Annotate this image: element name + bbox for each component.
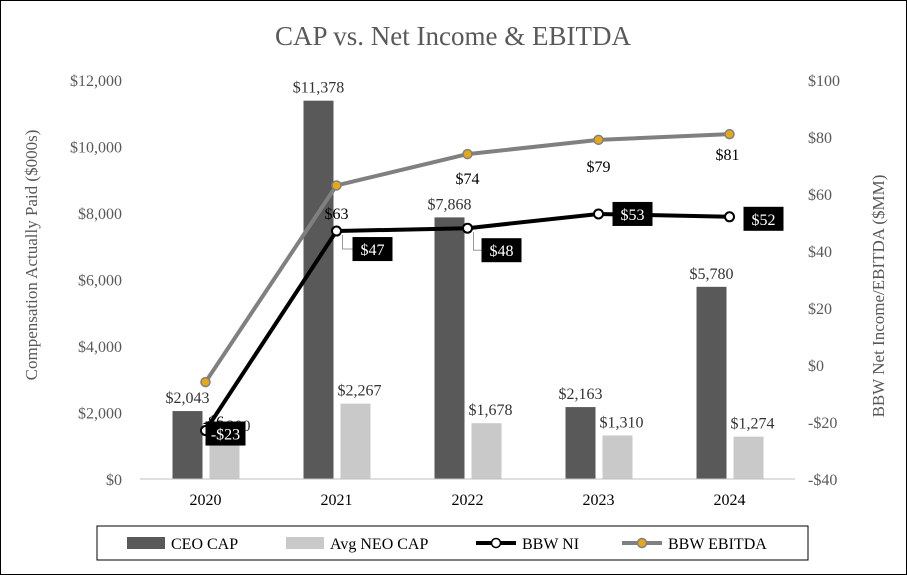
bbw-ni-marker [593,208,604,220]
avg-neo-cap-bar [340,403,371,479]
ceo-cap-bar [565,407,596,479]
bbw-ebitda-data-label: $79 [587,159,611,176]
bbw-ni-data-label: $52 [752,212,776,229]
legend-label-avg-neo-cap: Avg NEO CAP [330,536,428,553]
y2-tick-label: $60 [808,187,832,204]
y2-tick-label: $0 [808,358,824,375]
bbw-ni-leader-line [342,235,353,250]
legend-marker-bbw-ni [490,537,502,549]
ceo-cap-data-label: $5,780 [690,266,734,283]
bbw-ebitda-data-label: $63 [325,206,349,223]
y-tick-label: $8,000 [78,206,122,223]
bbw-ni-marker [724,211,735,223]
bbw-ni-marker [331,225,342,237]
avg-neo-cap-data-label: $2,267 [338,383,382,400]
data-label-layer: $2,043$1,200$11,378$2,267$7,868$1,678$2,… [166,80,784,446]
avg-neo-cap-bar [733,436,764,479]
legend-label-bbw-ni: BBW NI [522,536,579,553]
bbw-ebitda-data-label: $81 [716,147,740,164]
avg-neo-cap-data-label: $1,310 [600,414,644,431]
ceo-cap-bar [172,411,203,479]
y-tick-label: $0 [106,472,122,489]
ceo-cap-data-label: $7,868 [428,196,472,213]
y-tick-label: $12,000 [70,73,122,90]
axes-layer: $0 $2,000 $4,000 $6,000 $8,000 $10,000 $12,000… [70,73,840,509]
ceo-cap-data-label: $11,378 [293,80,344,97]
bbw-ebitda-marker [724,128,735,140]
y2-tick-label: $20 [808,301,832,318]
legend-marker-bbw-ebitda [636,537,648,549]
ceo-cap-data-label: $2,163 [559,386,603,403]
avg-neo-cap-bar [471,423,502,479]
avg-neo-cap-data-label: $1,274 [731,416,775,433]
bbw-ebitda-marker [200,376,211,388]
bbw-ebitda-marker [331,180,342,191]
x-tick-label: 2023 [583,492,615,509]
ceo-cap-data-label: $2,043 [166,390,210,407]
avg-neo-cap-data-label: $1,678 [469,402,513,419]
legend-label-ceo-cap: CEO CAP [171,536,238,553]
y2-axis-label: BBW Net Income/EBITDA ($MM) [869,175,888,418]
legend-swatch-avg-neo-cap [286,537,324,549]
y2-tick-label: -$20 [808,415,837,432]
bbw-ni-data-label: $47 [361,242,385,259]
y2-tick-label: $80 [808,130,832,147]
legend-box [96,525,809,561]
ceo-cap-bar [696,286,727,479]
y-tick-label: $10,000 [70,140,122,157]
x-tick-label: 2022 [452,492,484,509]
bbw-ebitda-marker [462,148,473,160]
bbw-ni-label-box [205,421,246,446]
ceo-cap-bar [303,100,334,479]
legend: CEO CAP Avg NEO CAP BBW NI BBW EBITDA [96,525,809,561]
bbw-ni-leader-line [473,232,482,251]
y-axis-label: Compensation Actually Paid ($000s) [22,130,41,381]
x-tick-label: 2021 [321,492,353,509]
x-tick-label: 2024 [714,492,746,509]
bbw-ni-line [203,211,730,432]
bbw-ni-marker [462,222,473,234]
y2-tick-label: $100 [808,73,840,90]
bbw-ebitda-marker [593,134,604,146]
y2-tick-label: $40 [808,244,832,261]
legend-label-bbw-ebitda: BBW EBITDA [668,536,767,553]
chart-title: CAP vs. Net Income & EBITDA [275,21,631,51]
y-tick-label: $6,000 [78,273,122,290]
ceo-cap-bar [434,217,465,479]
bbw-ni-label-box [612,201,653,226]
x-tick-label: 2020 [190,492,222,509]
y-tick-label: $4,000 [78,339,122,356]
bbw-ni-label-box [481,238,522,263]
avg-neo-cap-bar [602,435,633,479]
y-tick-label: $2,000 [78,406,122,423]
bbw-ni-data-label: $48 [490,243,514,260]
marker-layer [200,128,735,437]
y2-tick-label: -$40 [808,472,837,489]
bbw-ni-label-box [743,206,784,231]
bbw-ni-data-label: -$23 [211,427,240,444]
legend-swatch-ceo-cap [127,537,165,549]
bbw-ni-data-label: $53 [621,207,645,224]
bbw-ebitda-data-label: $74 [456,171,480,188]
bar-layer [172,100,764,479]
avg-neo-cap-bar [209,439,240,479]
bbw-ni-label-box [352,237,393,262]
